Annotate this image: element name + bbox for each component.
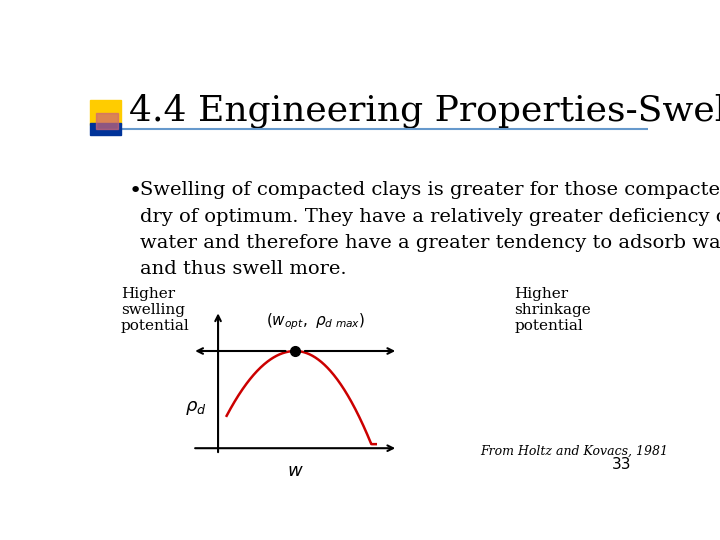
Text: Higher
swelling
potential: Higher swelling potential [121,287,189,333]
Bar [90,123,121,136]
Text: $(w_{opt},\ \rho_{d\ max})$: $(w_{opt},\ \rho_{d\ max})$ [266,312,366,332]
Text: Swelling of compacted clays is greater for those compacted
dry of optimum. They : Swelling of compacted clays is greater f… [140,181,720,279]
Text: w: w [288,462,302,480]
Text: $\rho_d$: $\rho_d$ [185,399,207,417]
Text: 4.4 Engineering Properties-Swelling: 4.4 Engineering Properties-Swelling [129,94,720,129]
Bar [90,100,121,125]
Text: From Holtz and Kovacs, 1981: From Holtz and Kovacs, 1981 [481,445,669,458]
Text: •: • [129,181,143,201]
Text: 33: 33 [612,457,631,472]
Text: Higher
shrinkage
potential: Higher shrinkage potential [514,287,591,333]
Bar [96,113,118,129]
